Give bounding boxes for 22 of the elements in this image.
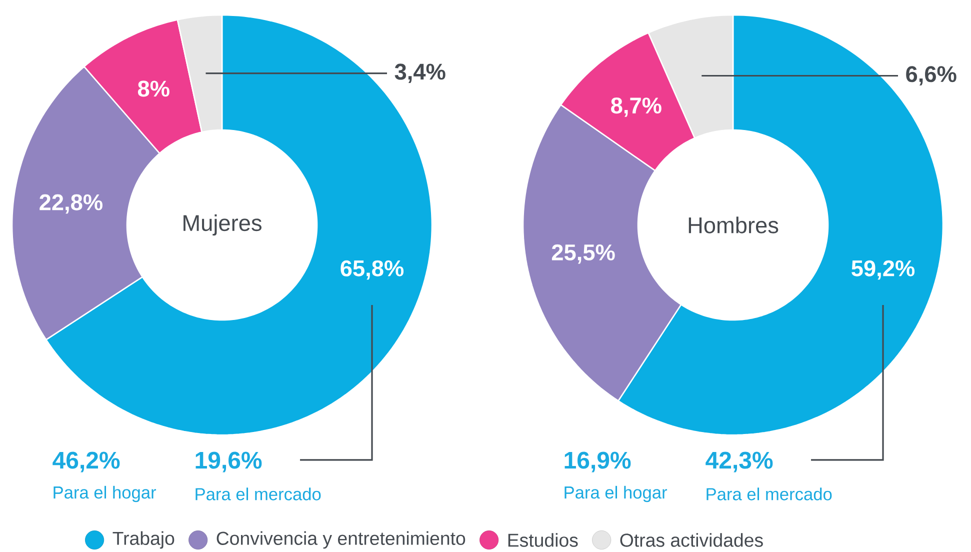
legend-label: Convivencia y entretenimiento xyxy=(216,531,466,549)
text: Mujeres xyxy=(184,214,262,236)
data-label: 59,2% xyxy=(852,260,915,280)
text: 42,3% xyxy=(706,452,773,472)
text: 16,9% xyxy=(564,452,631,472)
text: Para el hogar xyxy=(54,486,156,502)
data-label: 6,6% xyxy=(906,66,956,86)
data-label: 8,7% xyxy=(611,98,662,117)
legend-label: Trabajo xyxy=(112,531,174,549)
legend-label: Estudios xyxy=(508,533,578,547)
text: Hombres xyxy=(688,216,778,234)
text: 46,2% xyxy=(52,452,120,472)
data-label: 25,5% xyxy=(552,244,615,264)
data-label: 65,8% xyxy=(340,260,404,280)
text: Para el hogar xyxy=(564,486,668,502)
data-label: 8% xyxy=(138,80,170,97)
text: Para el mercado xyxy=(706,488,832,500)
data-label: 3,4% xyxy=(394,64,446,84)
text: 19,6% xyxy=(196,452,262,472)
legend-label: Otras actividades xyxy=(620,533,763,547)
text: Para el mercado xyxy=(196,488,321,500)
data-label: 22,8% xyxy=(40,194,102,214)
